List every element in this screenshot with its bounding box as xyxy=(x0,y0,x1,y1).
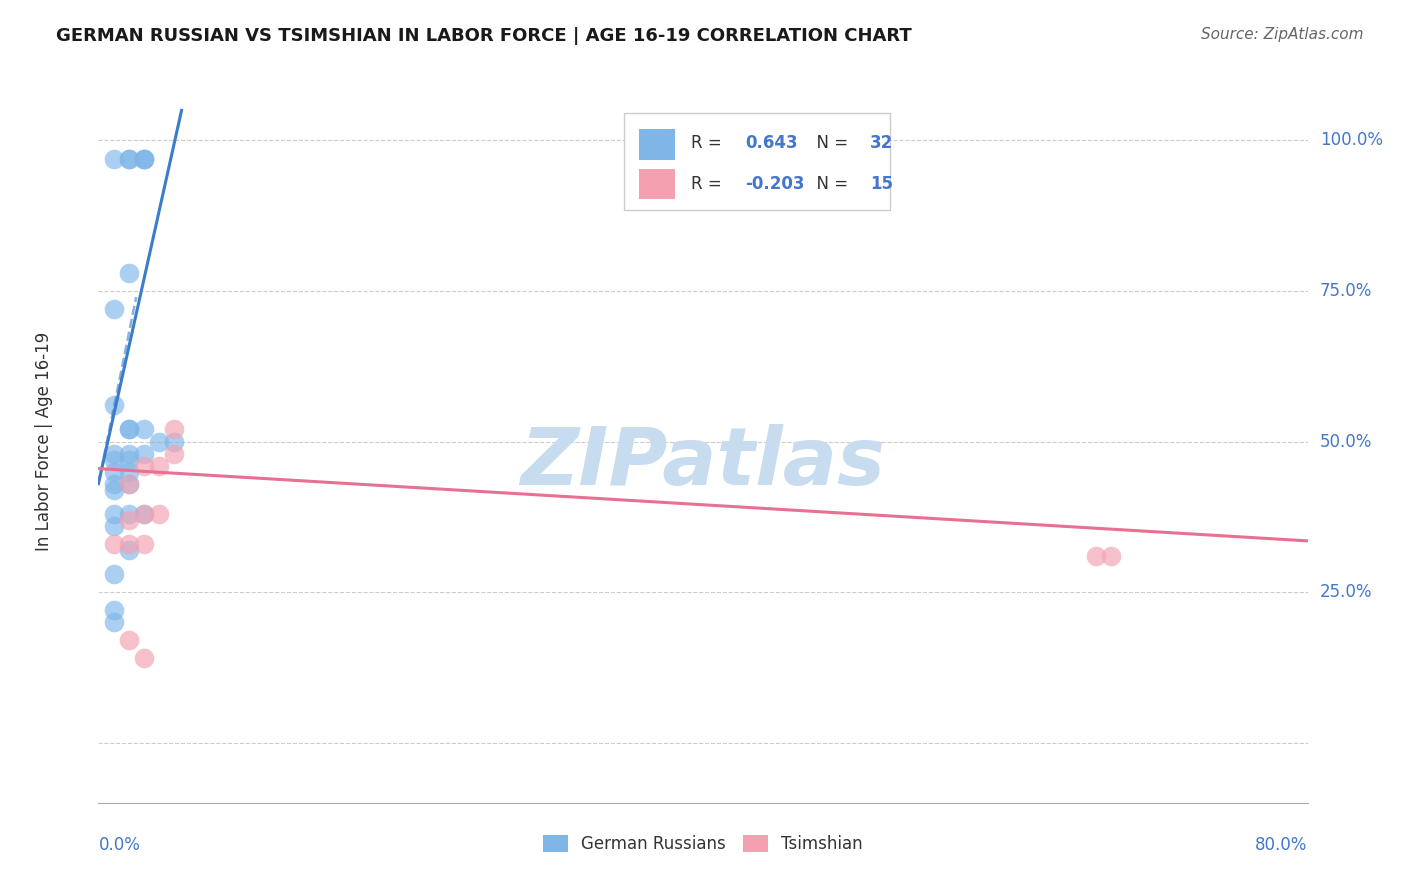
Point xyxy=(103,567,125,582)
Text: 0.0%: 0.0% xyxy=(98,836,141,854)
Text: 25.0%: 25.0% xyxy=(1320,583,1372,601)
Point xyxy=(163,423,186,437)
Point xyxy=(118,537,141,551)
Point xyxy=(118,476,141,491)
Point xyxy=(132,507,155,521)
Point xyxy=(103,483,125,497)
Point xyxy=(103,476,125,491)
Point xyxy=(148,434,170,449)
Point xyxy=(103,507,125,521)
Bar xyxy=(624,112,890,211)
Point xyxy=(163,447,186,461)
Text: ZIPatlas: ZIPatlas xyxy=(520,425,886,502)
Point xyxy=(103,465,125,479)
Text: N =: N = xyxy=(806,134,853,153)
Text: R =: R = xyxy=(690,134,727,153)
Point xyxy=(118,152,141,166)
Point xyxy=(103,537,125,551)
Text: N =: N = xyxy=(806,175,853,193)
Point xyxy=(103,603,125,617)
Point xyxy=(163,434,186,449)
Point xyxy=(132,152,155,166)
Point xyxy=(148,507,170,521)
Text: In Labor Force | Age 16-19: In Labor Force | Age 16-19 xyxy=(35,332,53,551)
Text: R =: R = xyxy=(690,175,727,193)
Point xyxy=(132,152,155,166)
Point xyxy=(1099,549,1122,563)
Point xyxy=(118,476,141,491)
Bar xyxy=(638,129,675,160)
Text: 50.0%: 50.0% xyxy=(1320,433,1372,450)
Text: GERMAN RUSSIAN VS TSIMSHIAN IN LABOR FORCE | AGE 16-19 CORRELATION CHART: GERMAN RUSSIAN VS TSIMSHIAN IN LABOR FOR… xyxy=(56,27,912,45)
Point xyxy=(1085,549,1108,563)
Bar xyxy=(638,169,675,200)
Point xyxy=(132,152,155,166)
Text: 100.0%: 100.0% xyxy=(1320,131,1382,150)
Text: 15: 15 xyxy=(870,175,893,193)
Text: 80.0%: 80.0% xyxy=(1256,836,1308,854)
Text: 75.0%: 75.0% xyxy=(1320,282,1372,300)
Point xyxy=(118,633,141,648)
Text: Source: ZipAtlas.com: Source: ZipAtlas.com xyxy=(1201,27,1364,42)
Point xyxy=(103,447,125,461)
Point xyxy=(132,651,155,665)
Point xyxy=(132,458,155,473)
Point xyxy=(103,398,125,412)
Point xyxy=(132,507,155,521)
Point xyxy=(118,542,141,557)
Point xyxy=(103,519,125,533)
Point xyxy=(132,537,155,551)
Text: 0.643: 0.643 xyxy=(745,134,799,153)
Point xyxy=(118,423,141,437)
Point xyxy=(118,152,141,166)
Point xyxy=(118,452,141,467)
Point xyxy=(132,423,155,437)
Point xyxy=(118,447,141,461)
Text: -0.203: -0.203 xyxy=(745,175,804,193)
Point xyxy=(103,452,125,467)
Point xyxy=(118,513,141,527)
Text: 32: 32 xyxy=(870,134,893,153)
Point xyxy=(103,152,125,166)
Point xyxy=(132,447,155,461)
Legend: German Russians, Tsimshian: German Russians, Tsimshian xyxy=(537,828,869,860)
Point xyxy=(118,266,141,280)
Point xyxy=(148,458,170,473)
Point xyxy=(118,465,141,479)
Point xyxy=(118,423,141,437)
Point xyxy=(103,615,125,630)
Point xyxy=(103,301,125,317)
Point xyxy=(118,507,141,521)
